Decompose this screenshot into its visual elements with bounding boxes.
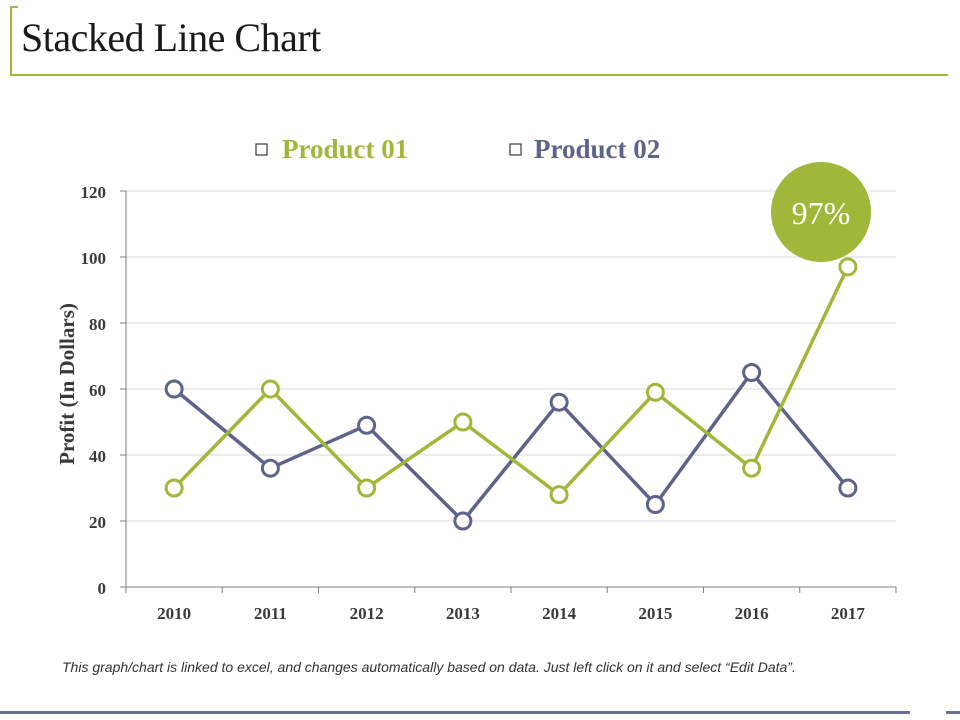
data-point	[742, 363, 762, 382]
x-tick-labels: 2010 2011 2012 2013 2014 2015 2016 2017	[157, 604, 865, 623]
gridlines	[120, 190, 897, 593]
title-frame	[10, 6, 948, 76]
data-point	[549, 392, 569, 412]
data-point	[260, 458, 280, 478]
x-tick-label: 2013	[446, 604, 480, 623]
y-axis-title: Profit (In Dollars)	[55, 303, 79, 465]
data-point	[645, 382, 665, 402]
bottom-divider	[0, 711, 910, 714]
data-point	[357, 478, 377, 498]
y-tick-label: 40	[89, 447, 106, 466]
legend[interactable]: Product 01 Product 02	[255, 134, 660, 164]
legend-item-product-02[interactable]: Product 02	[509, 134, 660, 164]
y-tick-label: 100	[81, 249, 107, 268]
annotation-label: 97%	[792, 195, 851, 231]
data-point	[260, 379, 280, 399]
line-chart: 0 20 40 60 80 100 120 2010 2011 2012 2013 2014 2015…	[55, 134, 897, 623]
axes	[125, 191, 896, 588]
legend-label: Product 01	[282, 134, 408, 164]
footnote: This graph/chart is linked to excel, and…	[62, 659, 796, 675]
data-point	[645, 495, 665, 514]
data-point	[453, 511, 473, 531]
series	[164, 257, 858, 531]
data-point	[742, 458, 762, 478]
series-line	[173, 370, 850, 523]
data-point	[357, 415, 377, 435]
page-title: Stacked Line Chart	[21, 15, 321, 60]
legend-marker	[255, 143, 268, 156]
x-tick-label: 2011	[254, 604, 287, 623]
data-point	[549, 485, 569, 505]
data-point	[838, 257, 858, 277]
annotation: 97%	[771, 162, 871, 262]
series-product-01	[164, 257, 858, 505]
y-tick-label: 80	[89, 315, 106, 334]
data-point	[838, 478, 858, 498]
x-tick-label: 2017	[831, 604, 866, 623]
legend-marker	[509, 143, 522, 156]
y-tick-label: 20	[89, 513, 106, 532]
data-point	[164, 478, 184, 498]
x-tick-label: 2014	[542, 604, 577, 623]
bottom-divider-end	[946, 711, 960, 714]
series-product-02	[164, 363, 858, 531]
x-tick-label: 2010	[157, 604, 191, 623]
annotation-bubble	[771, 162, 871, 262]
legend-label: Product 02	[534, 134, 660, 164]
y-tick-labels: 0 20 40 60 80 100 120	[81, 183, 107, 598]
series-line	[172, 266, 850, 497]
x-tick-label: 2015	[638, 604, 672, 623]
y-tick-label: 120	[81, 183, 107, 202]
x-tick-label: 2012	[350, 604, 384, 623]
x-tick-label: 2016	[735, 604, 769, 623]
data-point	[453, 412, 473, 432]
legend-item-product-01[interactable]: Product 01	[255, 134, 408, 164]
data-point	[164, 379, 184, 399]
y-tick-label: 60	[89, 381, 106, 400]
y-tick-label: 0	[98, 579, 107, 598]
